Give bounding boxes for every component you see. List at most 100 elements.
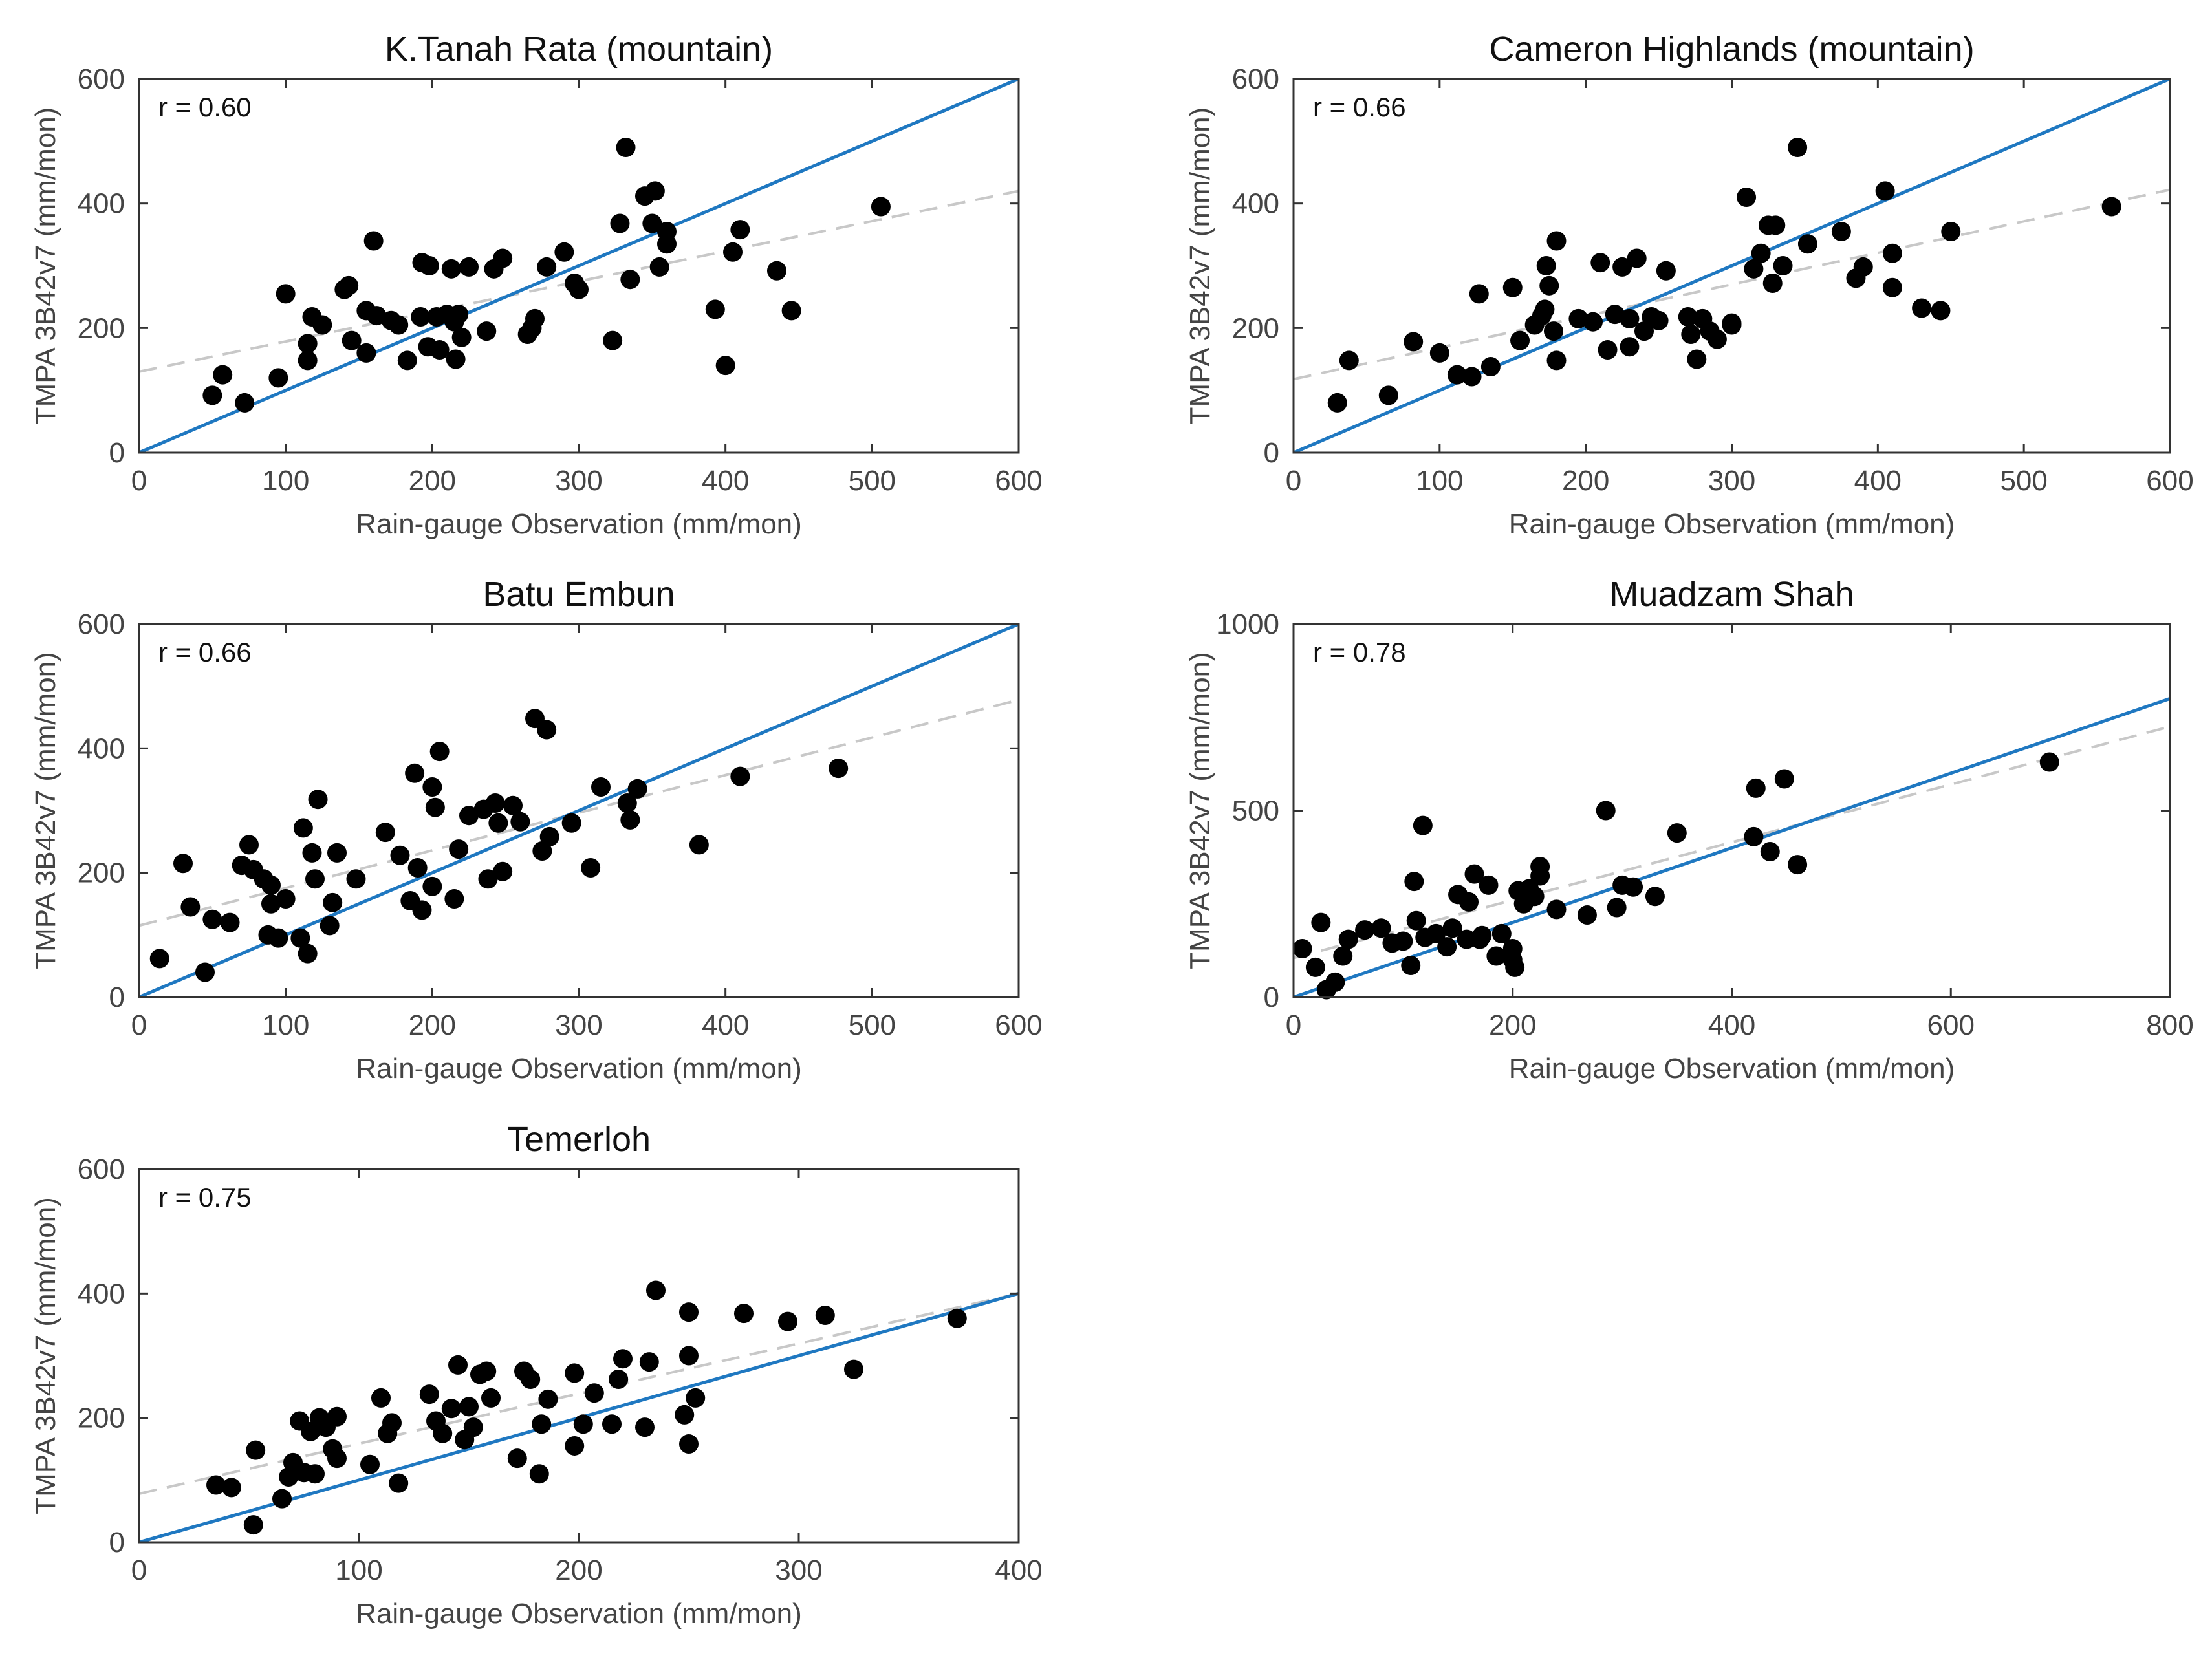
y-tick-label: 200 bbox=[78, 312, 125, 344]
data-point bbox=[1546, 899, 1567, 920]
x-tick-label: 300 bbox=[1708, 465, 1755, 497]
data-point bbox=[389, 315, 409, 335]
data-point bbox=[649, 257, 669, 277]
data-point bbox=[1627, 248, 1647, 268]
data-point bbox=[1788, 855, 1808, 875]
correlation-label: r = 0.75 bbox=[158, 1182, 252, 1212]
y-tick-label: 0 bbox=[109, 437, 125, 469]
data-point bbox=[327, 843, 347, 863]
data-point bbox=[584, 1383, 604, 1403]
chart-panel-4: Muadzam Shah 0 200 400 600 800 0 500 1000 Rain-ga… bbox=[1184, 575, 2194, 1084]
x-tick-label: 100 bbox=[1416, 465, 1463, 497]
data-point bbox=[493, 248, 513, 268]
data-point bbox=[459, 806, 479, 826]
chart-title: K.Tanah Rata (mountain) bbox=[385, 30, 773, 69]
y-tick-label: 0 bbox=[109, 1527, 125, 1558]
y-axis-label: TMPA 3B42v7 (mm/mon) bbox=[1184, 107, 1216, 425]
x-tick-label: 600 bbox=[995, 465, 1042, 497]
data-point bbox=[206, 1475, 226, 1495]
chart-title: Temerloh bbox=[507, 1120, 651, 1159]
data-point bbox=[1371, 918, 1391, 938]
data-point bbox=[1687, 349, 1707, 369]
data-point bbox=[561, 813, 581, 833]
chart-panel-5: Temerloh 0 100 200 300 400 0 200 400 600 Rain-gaug… bbox=[30, 1120, 1043, 1630]
data-point bbox=[620, 270, 640, 290]
y-tick-label: 500 bbox=[1232, 795, 1279, 827]
data-point bbox=[1546, 231, 1567, 251]
y-tick-label: 600 bbox=[78, 608, 125, 640]
data-point bbox=[871, 197, 891, 217]
data-point bbox=[173, 854, 193, 874]
data-point bbox=[1530, 866, 1550, 886]
data-point bbox=[451, 327, 472, 347]
data-point bbox=[1510, 330, 1530, 350]
y-tick-label: 400 bbox=[78, 733, 125, 764]
data-point bbox=[1620, 337, 1640, 357]
data-point bbox=[1479, 875, 1499, 895]
data-point bbox=[521, 1370, 541, 1390]
data-point bbox=[448, 1355, 468, 1375]
correlation-label: r = 0.60 bbox=[158, 92, 252, 122]
data-point bbox=[246, 1440, 266, 1460]
x-tick-label: 200 bbox=[409, 1009, 456, 1041]
data-point bbox=[1393, 931, 1413, 951]
y-tick-label: 400 bbox=[78, 1278, 125, 1309]
x-tick-label: 100 bbox=[262, 1009, 309, 1041]
data-point bbox=[657, 234, 677, 254]
data-point bbox=[679, 1346, 699, 1366]
data-point bbox=[1355, 920, 1375, 940]
data-point bbox=[1612, 257, 1632, 277]
chart-title: Batu Embun bbox=[483, 575, 675, 614]
correlation-label: r = 0.66 bbox=[1313, 92, 1406, 122]
data-point bbox=[532, 841, 552, 861]
data-point bbox=[1882, 243, 1902, 263]
data-point bbox=[1327, 393, 1347, 413]
data-point bbox=[1568, 308, 1589, 328]
data-point bbox=[620, 810, 640, 830]
data-point bbox=[1401, 955, 1421, 975]
data-point bbox=[276, 889, 296, 909]
data-point bbox=[1882, 277, 1902, 297]
data-point bbox=[1437, 937, 1457, 957]
data-point bbox=[441, 1399, 461, 1419]
data-point bbox=[1853, 257, 1873, 277]
data-point bbox=[1442, 918, 1462, 938]
data-point bbox=[613, 1349, 633, 1369]
data-point bbox=[342, 330, 362, 350]
data-point bbox=[419, 1384, 439, 1405]
x-tick-label: 0 bbox=[131, 1555, 147, 1586]
data-point bbox=[444, 889, 464, 909]
y-tick-label: 200 bbox=[78, 1403, 125, 1434]
data-point bbox=[1469, 284, 1489, 304]
data-point bbox=[339, 275, 359, 296]
data-point bbox=[778, 1311, 797, 1331]
x-tick-label: 600 bbox=[1927, 1009, 1975, 1041]
data-point bbox=[1744, 826, 1764, 846]
data-point bbox=[1941, 222, 1961, 242]
data-point bbox=[675, 1405, 695, 1425]
data-point bbox=[679, 1302, 699, 1322]
data-point bbox=[507, 1448, 527, 1469]
data-point bbox=[261, 875, 281, 895]
data-point bbox=[554, 242, 574, 262]
y-tick-label: 0 bbox=[109, 982, 125, 1013]
data-point bbox=[425, 797, 445, 817]
data-point bbox=[686, 1388, 706, 1408]
data-point bbox=[1502, 938, 1523, 958]
data-point bbox=[463, 1417, 483, 1437]
data-point bbox=[405, 763, 425, 783]
data-point bbox=[290, 928, 310, 948]
data-point bbox=[308, 790, 328, 810]
x-tick-label: 0 bbox=[1286, 1009, 1301, 1041]
data-point bbox=[1333, 946, 1353, 966]
data-point bbox=[2039, 752, 2059, 772]
data-point bbox=[1645, 887, 1665, 907]
data-point bbox=[433, 1423, 453, 1443]
data-point bbox=[1722, 315, 1742, 335]
data-point bbox=[609, 1370, 629, 1390]
data-point bbox=[1607, 898, 1627, 918]
data-point bbox=[1505, 957, 1525, 977]
x-axis-label: Rain-gauge Observation (mm/mon) bbox=[356, 1598, 802, 1630]
regression-fit-line bbox=[139, 698, 1019, 927]
x-tick-label: 300 bbox=[555, 465, 602, 497]
